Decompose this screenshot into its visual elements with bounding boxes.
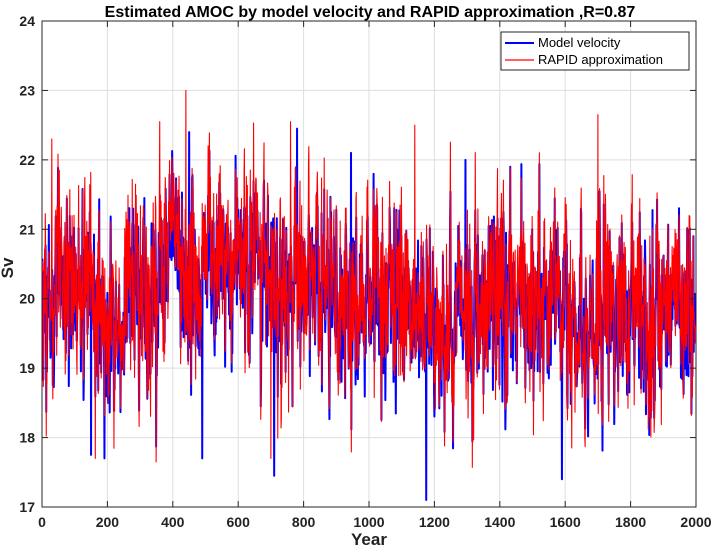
y-tick-label: 18 bbox=[19, 430, 35, 446]
x-tick-label: 200 bbox=[96, 514, 120, 530]
y-tick-label: 22 bbox=[19, 152, 35, 168]
x-tick-label: 0 bbox=[38, 514, 46, 530]
x-tick-label: 2000 bbox=[680, 514, 711, 530]
x-axis-ticks: 0 200 400 600 800 1000 1200 1400 1600 1800 2000 bbox=[38, 21, 712, 530]
y-tick-label: 20 bbox=[19, 291, 35, 307]
series-line-rapid-approximation bbox=[42, 89, 696, 468]
y-tick-label: 24 bbox=[19, 13, 35, 29]
chart-title: Estimated AMOC by model velocity and RAP… bbox=[105, 4, 636, 21]
legend-label-rapid-approximation: RAPID approximation bbox=[538, 52, 663, 67]
legend-label-model-velocity: Model velocity bbox=[538, 35, 621, 50]
x-axis-label: Year bbox=[351, 530, 387, 549]
x-tick-label: 800 bbox=[292, 514, 316, 530]
y-tick-label: 23 bbox=[19, 82, 35, 98]
x-tick-label: 1000 bbox=[353, 514, 384, 530]
y-tick-label: 19 bbox=[19, 360, 35, 376]
y-tick-label: 21 bbox=[19, 221, 35, 237]
legend-box bbox=[500, 31, 690, 71]
y-axis-ticks: 17 18 19 20 21 22 23 24 bbox=[19, 13, 696, 515]
y-axis-label: Sv bbox=[0, 257, 17, 278]
x-tick-label: 400 bbox=[161, 514, 185, 530]
x-tick-label: 1800 bbox=[615, 514, 646, 530]
x-tick-label: 600 bbox=[227, 514, 251, 530]
x-tick-label: 1200 bbox=[419, 514, 450, 530]
y-tick-label: 17 bbox=[19, 499, 35, 515]
x-tick-label: 1400 bbox=[484, 514, 515, 530]
x-tick-label: 1600 bbox=[550, 514, 581, 530]
legend: Model velocity RAPID approximation bbox=[500, 31, 690, 71]
